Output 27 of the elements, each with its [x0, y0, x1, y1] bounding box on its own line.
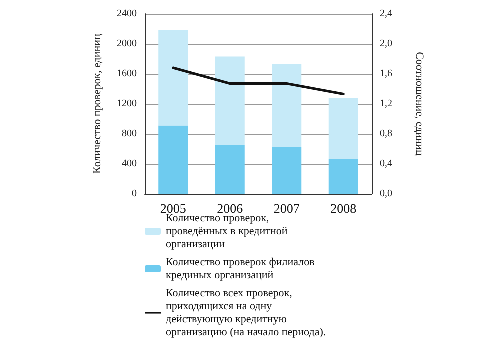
legend-label: Количество всех проверок, приходящихся на одну действующую кредитную организацию (на начало периода). — [166, 288, 326, 338]
bar — [328, 98, 358, 160]
bar — [215, 145, 245, 194]
y-tick-label: 1600 — [117, 68, 137, 80]
bar — [272, 64, 302, 148]
bar — [328, 160, 358, 194]
y2-axis-title: Соотношение, единиц — [414, 52, 426, 156]
y-tick-label: 0 — [132, 188, 137, 200]
y2-tick-label: 2,4 — [380, 8, 392, 20]
bar — [158, 126, 188, 194]
bar — [158, 30, 188, 126]
y2-tick-label: 0,0 — [380, 188, 392, 200]
y-tick-label: 800 — [122, 128, 137, 140]
y2-tick-label: 1,6 — [380, 68, 392, 80]
y2-tick-label: 0,8 — [380, 128, 392, 140]
y2-tick-label: 1,2 — [380, 98, 392, 110]
y2-tick-label: 0,4 — [380, 158, 392, 170]
y-tick-label: 2400 — [117, 8, 137, 20]
y2-tick-label: 2,0 — [380, 38, 392, 50]
y-tick-label: 1200 — [117, 98, 137, 110]
y-axis-title: Количество проверок, единиц — [92, 34, 104, 174]
bar — [272, 148, 302, 194]
y-tick-label: 400 — [122, 158, 137, 170]
x-tick-label: 2008 — [330, 201, 357, 216]
legend-label: Количество проверок филиалов крединых организаций — [166, 256, 318, 282]
bar — [215, 56, 245, 146]
y-tick-label: 2000 — [117, 38, 137, 50]
